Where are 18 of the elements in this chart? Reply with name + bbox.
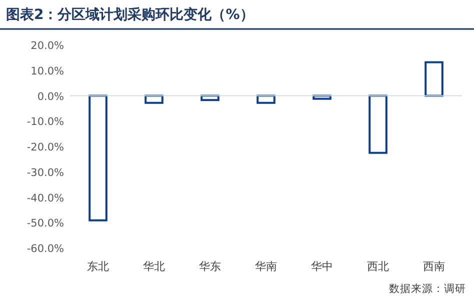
ytick: -50.0% — [26, 218, 64, 230]
ytick: -10.0% — [26, 116, 64, 128]
xtick: 华中 — [311, 260, 333, 273]
xtick: 西南 — [423, 260, 445, 273]
ytick: 10.0% — [30, 65, 64, 78]
ytick: -20.0% — [26, 142, 64, 154]
ytick: 0.0% — [37, 90, 64, 103]
xtick: 西北 — [367, 260, 389, 273]
ytick: -40.0% — [26, 192, 64, 204]
ytick: 20.0% — [30, 40, 64, 52]
ytick: -30.0% — [26, 166, 64, 179]
annotation: 数据来源：调研 — [389, 283, 466, 295]
xtick: 华南 — [255, 260, 277, 273]
xtick: 华东 — [199, 260, 221, 273]
xtick: 华北 — [143, 260, 165, 273]
title: 图表2：分区域计划采购环比变化（%） — [6, 7, 254, 23]
ytick: -60.0% — [26, 243, 64, 255]
xtick: 东北 — [87, 260, 109, 273]
